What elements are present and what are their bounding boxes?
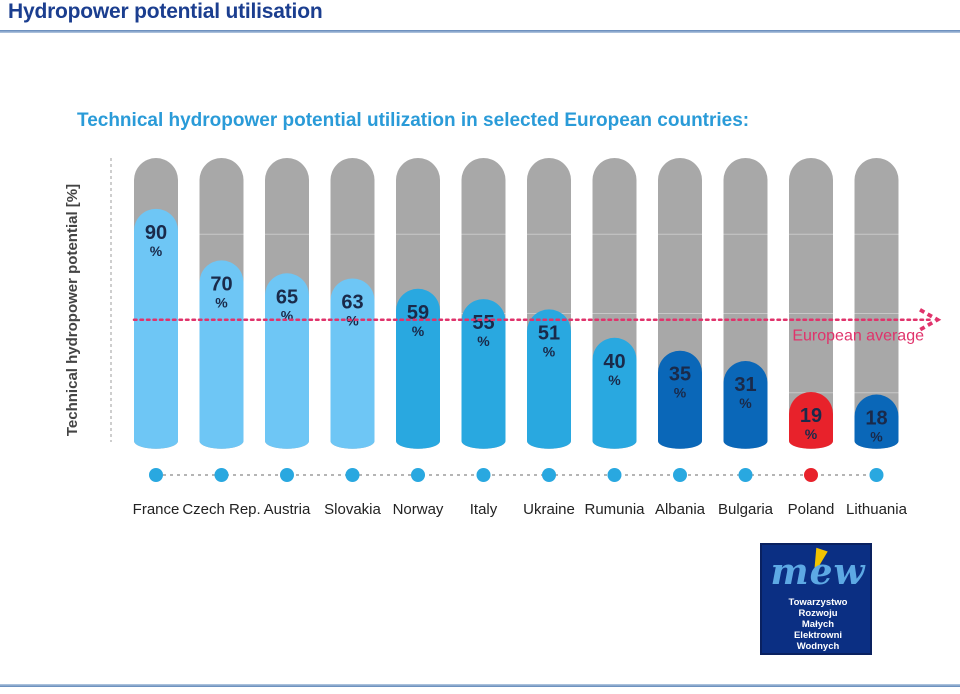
bar-unit-label: % bbox=[805, 426, 818, 442]
x-tick-label: Slovakia bbox=[324, 501, 381, 518]
bar bbox=[396, 288, 440, 449]
bar bbox=[854, 394, 899, 449]
bar bbox=[592, 337, 637, 449]
bar-value-label: 35 bbox=[669, 364, 691, 386]
page-title: Hydropower potential utilisation bbox=[8, 0, 323, 23]
bar-unit-label: % bbox=[674, 385, 687, 401]
x-tick-label: Austria bbox=[264, 501, 311, 518]
bar-unit-label: % bbox=[477, 333, 490, 349]
bar-value-label: 65 bbox=[276, 286, 298, 308]
chart-title: Technical hydropower potential utilizati… bbox=[77, 110, 750, 131]
bar-value-label: 40 bbox=[603, 351, 625, 373]
x-tick-label: Bulgaria bbox=[718, 501, 774, 518]
bar-unit-label: % bbox=[739, 395, 752, 411]
y-axis-label: Technical hydropower potential [%] bbox=[64, 184, 81, 436]
bar-value-label: 31 bbox=[734, 374, 756, 396]
timeline-dot bbox=[738, 468, 753, 482]
logo-line: Elektrowni bbox=[793, 630, 843, 641]
timeline-dot bbox=[149, 468, 163, 482]
x-tick-label: France bbox=[133, 501, 180, 518]
bar-background bbox=[789, 158, 833, 449]
bar-unit-label: % bbox=[150, 243, 163, 259]
logo-line: Towarzystwo bbox=[788, 597, 848, 608]
bar bbox=[265, 273, 309, 449]
header-divider bbox=[0, 30, 960, 33]
bar bbox=[134, 208, 178, 449]
bar-unit-label: % bbox=[412, 323, 425, 339]
footer-divider bbox=[0, 684, 960, 687]
logo-line: Rozwoju bbox=[798, 608, 838, 619]
bar bbox=[461, 299, 506, 449]
bar bbox=[789, 391, 833, 449]
organization-logo: mew Towarzystwo Rozwoju Małych Elektrown… bbox=[760, 543, 872, 655]
bar bbox=[723, 361, 768, 449]
x-tick-label: Norway bbox=[393, 501, 444, 518]
timeline-dot bbox=[673, 468, 687, 482]
timeline-dot bbox=[214, 468, 229, 482]
x-tick-label: Czech Rep. bbox=[182, 501, 260, 518]
x-tick-label: Lithuania bbox=[846, 501, 908, 518]
x-tick-label: Ukraine bbox=[523, 501, 575, 518]
timeline-dot bbox=[542, 468, 556, 482]
bar-value-label: 63 bbox=[341, 291, 363, 313]
timeline-dot bbox=[345, 468, 360, 482]
timeline-dot bbox=[804, 468, 818, 482]
bar-unit-label: % bbox=[346, 312, 359, 328]
bar-unit-label: % bbox=[215, 294, 228, 310]
bar bbox=[658, 350, 702, 449]
x-tick-label: Italy bbox=[470, 501, 498, 518]
logo-line: Małych bbox=[801, 619, 835, 630]
bar-value-label: 19 bbox=[800, 405, 822, 427]
timeline-dot bbox=[411, 468, 425, 482]
logo-mark: mew bbox=[770, 551, 866, 593]
bar-value-label: 90 bbox=[145, 222, 167, 244]
x-tick-label: Albania bbox=[655, 501, 706, 518]
timeline-dot bbox=[280, 468, 294, 482]
bar bbox=[527, 309, 571, 449]
timeline-dot bbox=[869, 468, 884, 482]
bar-value-label: 18 bbox=[865, 408, 887, 430]
timeline-dot bbox=[476, 468, 491, 482]
bar-background bbox=[854, 158, 899, 449]
bar bbox=[330, 278, 375, 449]
bar bbox=[199, 260, 244, 449]
bar-value-label: 51 bbox=[538, 322, 560, 344]
bar-value-label: 55 bbox=[472, 312, 494, 334]
european-average-label: European average bbox=[792, 328, 924, 345]
logo-line: Wodnych bbox=[796, 641, 840, 652]
logo-text: Towarzystwo Rozwoju Małych Elektrowni Wo… bbox=[762, 597, 874, 652]
x-tick-label: Poland bbox=[788, 501, 835, 518]
x-tick-label: Rumunia bbox=[584, 501, 645, 518]
bar-unit-label: % bbox=[543, 343, 556, 359]
bar-unit-label: % bbox=[870, 429, 883, 445]
bar-value-label: 70 bbox=[210, 273, 232, 295]
bar-value-label: 59 bbox=[407, 302, 429, 324]
bar-unit-label: % bbox=[608, 372, 621, 388]
timeline-dot bbox=[607, 468, 622, 482]
